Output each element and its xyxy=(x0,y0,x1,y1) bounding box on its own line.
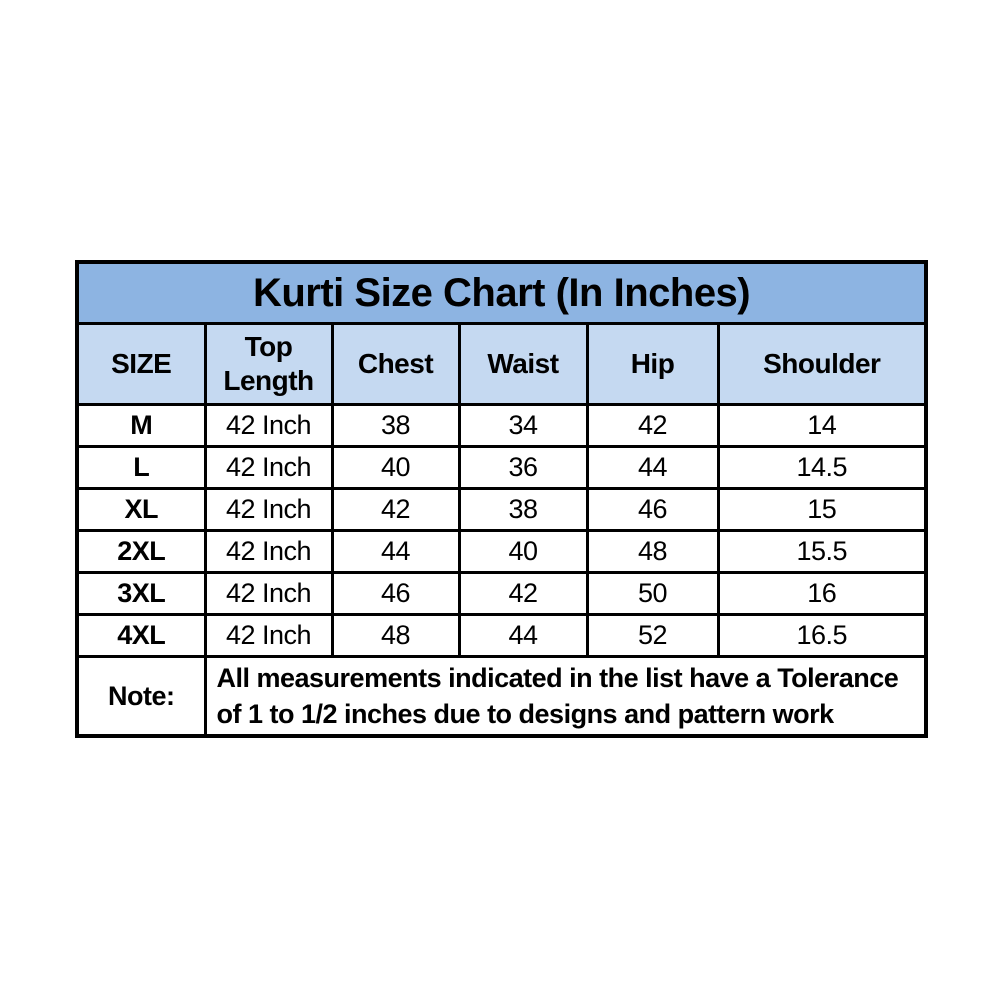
hip-cell: 44 xyxy=(585,445,720,490)
shoulder-cell: 14.5 xyxy=(716,445,928,490)
chest-cell: 44 xyxy=(330,529,461,574)
waist-cell: 36 xyxy=(457,445,589,490)
top-length-cell: 42 Inch xyxy=(203,487,334,532)
column-header-chest-label: Chest xyxy=(357,348,434,380)
shoulder-cell: 15.5 xyxy=(716,529,928,574)
hip-cell: 52 xyxy=(585,613,720,658)
top-length-cell: 42 Inch xyxy=(203,529,334,574)
size-cell: 4XL xyxy=(75,613,207,658)
top-length-cell: 42 Inch xyxy=(203,403,334,448)
size-cell: XL xyxy=(75,487,207,532)
header-row: SIZE Top Length Chest Waist Hip Shoulder xyxy=(75,322,928,406)
shoulder-cell: 16.5 xyxy=(716,613,928,658)
table-row-3xl: 3XL 42 Inch 46 42 50 16 xyxy=(75,571,928,616)
top-length-cell: 42 Inch xyxy=(203,613,334,658)
chest-cell: 38 xyxy=(330,403,461,448)
top-length-cell: 42 Inch xyxy=(203,571,334,616)
column-header-size: SIZE xyxy=(75,322,207,406)
column-header-hip: Hip xyxy=(585,322,720,406)
table-row-2xl: 2XL 42 Inch 44 40 48 15.5 xyxy=(75,529,928,574)
waist-cell: 40 xyxy=(457,529,589,574)
table-row-l: L 42 Inch 40 36 44 14.5 xyxy=(75,445,928,490)
waist-cell: 34 xyxy=(457,403,589,448)
chest-cell: 40 xyxy=(330,445,461,490)
column-header-top-length-label: Top Length xyxy=(223,331,314,396)
note-label: Note: xyxy=(75,655,207,738)
note-text-line2: of 1 to 1/2 inches due to designs and pa… xyxy=(216,699,835,729)
waist-cell: 44 xyxy=(457,613,589,658)
column-header-size-label: SIZE xyxy=(111,348,172,380)
column-header-top-length: Top Length xyxy=(203,322,334,406)
top-length-cell: 42 Inch xyxy=(203,445,334,490)
column-header-shoulder: Shoulder xyxy=(716,322,928,406)
waist-cell: 42 xyxy=(457,571,589,616)
table-row-4xl: 4XL 42 Inch 48 44 52 16.5 xyxy=(75,613,928,658)
table-row-m: M 42 Inch 38 34 42 14 xyxy=(75,403,928,448)
chart-title: Kurti Size Chart (In Inches) xyxy=(75,260,928,325)
shoulder-cell: 16 xyxy=(716,571,928,616)
title-row: Kurti Size Chart (In Inches) xyxy=(75,260,928,325)
column-header-hip-label: Hip xyxy=(630,348,675,380)
column-header-chest: Chest xyxy=(330,322,461,406)
note-text: All measurements indicated in the list h… xyxy=(203,655,928,738)
column-header-shoulder-label: Shoulder xyxy=(763,348,881,380)
size-cell: L xyxy=(75,445,207,490)
shoulder-cell: 14 xyxy=(716,403,928,448)
table-row-xl: XL 42 Inch 42 38 46 15 xyxy=(75,487,928,532)
size-cell: 2XL xyxy=(75,529,207,574)
chest-cell: 46 xyxy=(330,571,461,616)
column-header-waist: Waist xyxy=(457,322,589,406)
hip-cell: 42 xyxy=(585,403,720,448)
chest-cell: 42 xyxy=(330,487,461,532)
size-cell: M xyxy=(75,403,207,448)
hip-cell: 50 xyxy=(585,571,720,616)
waist-cell: 38 xyxy=(457,487,589,532)
note-row: Note: All measurements indicated in the … xyxy=(75,655,928,738)
hip-cell: 48 xyxy=(585,529,720,574)
chest-cell: 48 xyxy=(330,613,461,658)
hip-cell: 46 xyxy=(585,487,720,532)
kurti-size-chart-table: Kurti Size Chart (In Inches) SIZE Top Le… xyxy=(75,260,929,738)
column-header-waist-label: Waist xyxy=(487,348,559,380)
note-text-line1: All measurements indicated in the list h… xyxy=(216,662,899,693)
shoulder-cell: 15 xyxy=(716,487,928,532)
size-cell: 3XL xyxy=(75,571,207,616)
